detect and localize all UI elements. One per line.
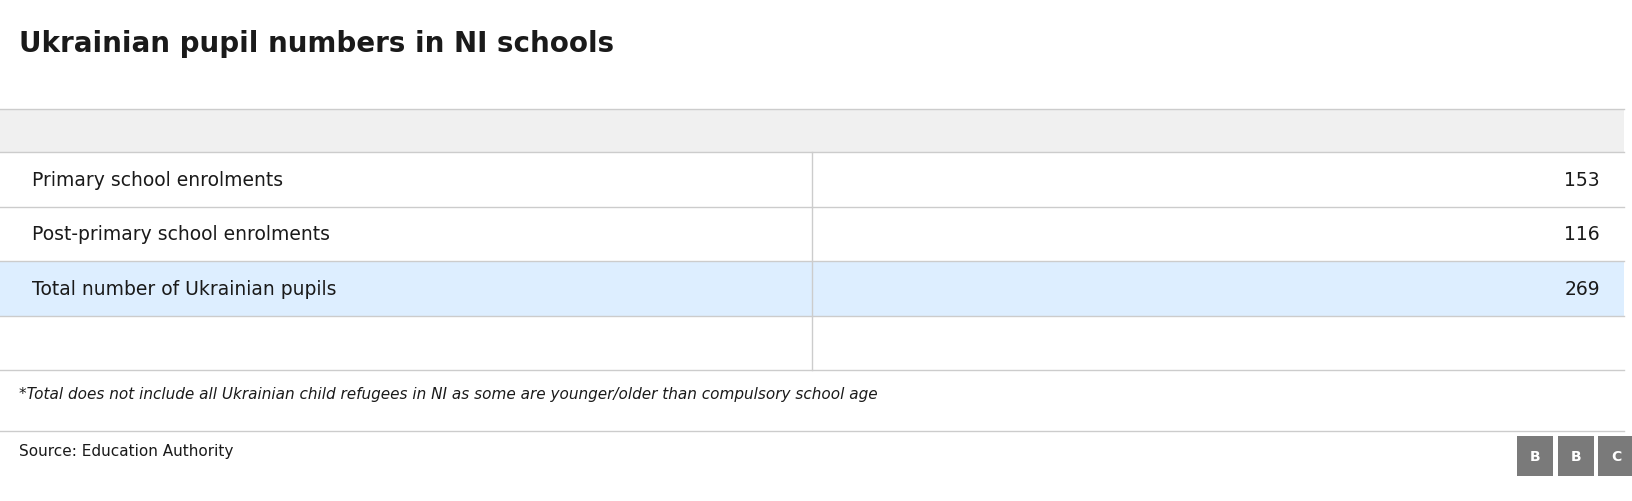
Text: B: B — [1529, 449, 1541, 463]
Text: C: C — [1611, 449, 1622, 463]
Text: 269: 269 — [1565, 280, 1599, 299]
Text: Total number of Ukrainian pupils: Total number of Ukrainian pupils — [33, 280, 336, 299]
Text: 116: 116 — [1565, 225, 1599, 244]
Text: Source: Education Authority: Source: Education Authority — [20, 443, 233, 458]
FancyBboxPatch shape — [0, 262, 1624, 316]
FancyBboxPatch shape — [0, 110, 1624, 153]
FancyBboxPatch shape — [1598, 436, 1632, 476]
Text: Post-primary school enrolments: Post-primary school enrolments — [33, 225, 331, 244]
FancyBboxPatch shape — [0, 153, 1624, 207]
FancyBboxPatch shape — [0, 316, 1624, 371]
Text: B: B — [1570, 449, 1581, 463]
Text: Primary school enrolments: Primary school enrolments — [33, 170, 284, 189]
FancyBboxPatch shape — [1518, 436, 1554, 476]
FancyBboxPatch shape — [1559, 436, 1593, 476]
Text: *Total does not include all Ukrainian child refugees in NI as some are younger/o: *Total does not include all Ukrainian ch… — [20, 386, 878, 401]
Text: 153: 153 — [1565, 170, 1599, 189]
FancyBboxPatch shape — [0, 207, 1624, 262]
Text: Ukrainian pupil numbers in NI schools: Ukrainian pupil numbers in NI schools — [20, 30, 615, 58]
